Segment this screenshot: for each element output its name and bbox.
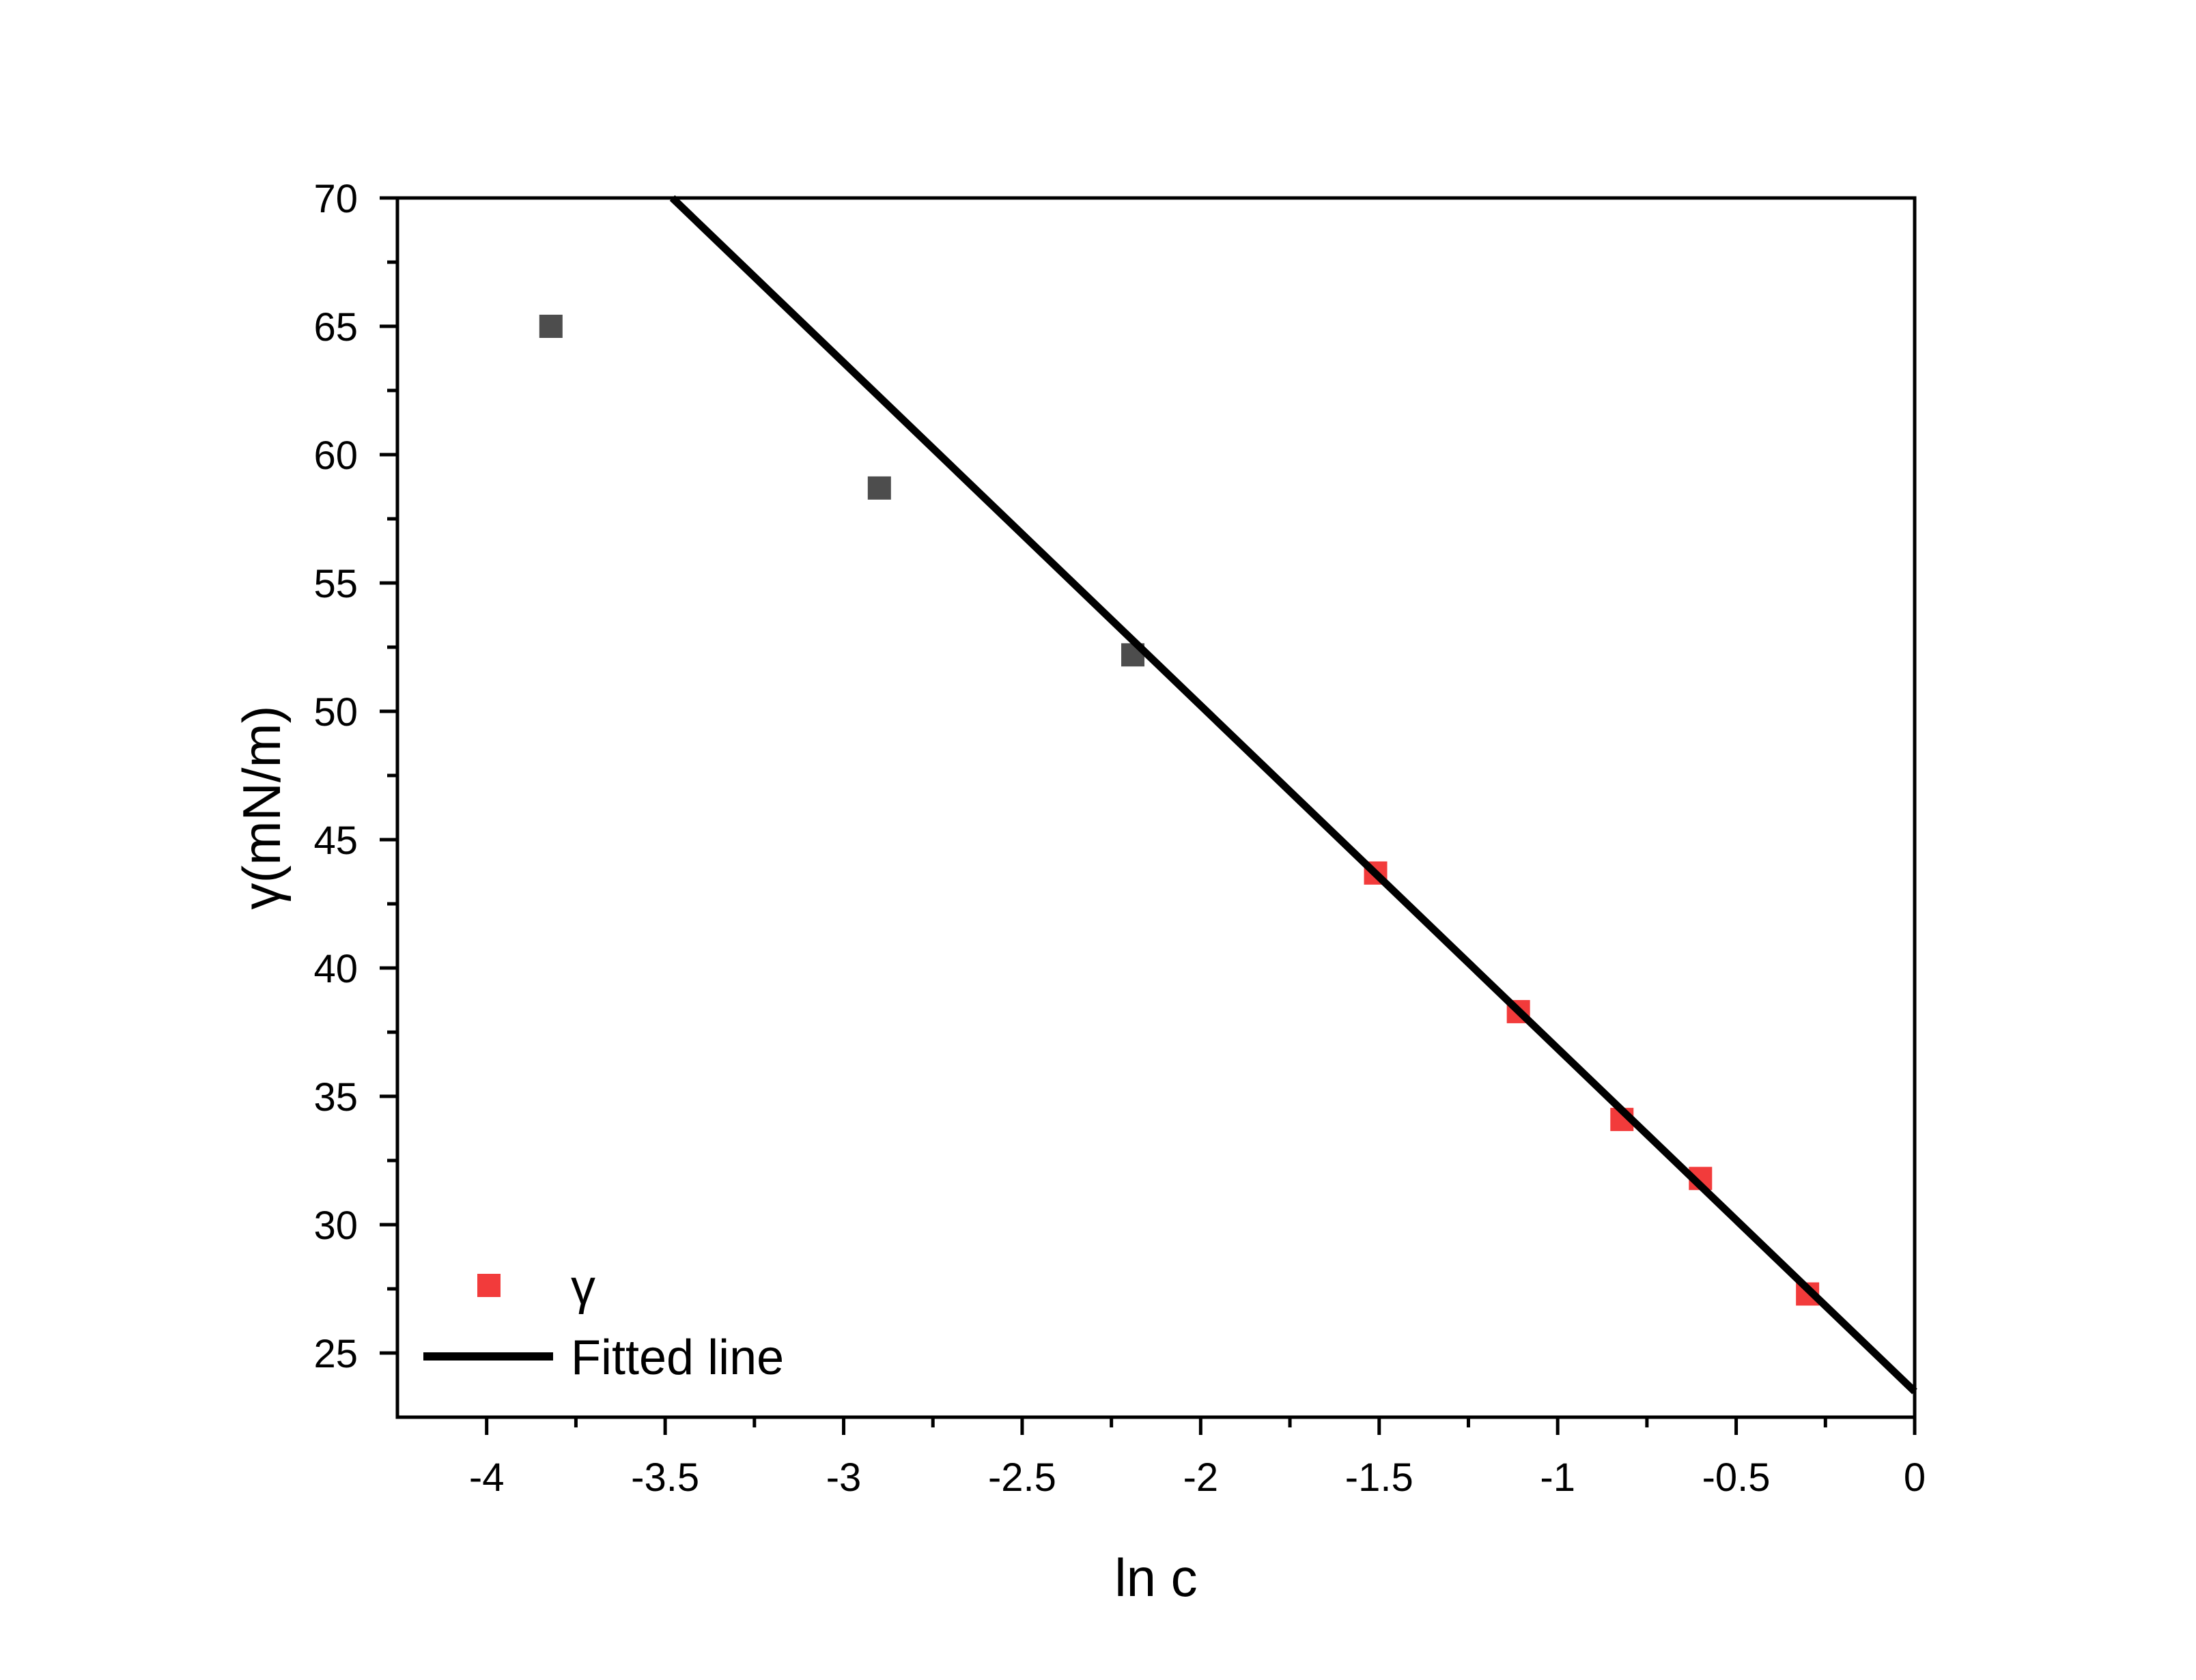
- plot-area-frame: [395, 196, 1917, 1419]
- x-tick-label: 0: [1904, 1455, 1926, 1500]
- data-layer: [539, 195, 1917, 1395]
- fitted-line: [669, 195, 1917, 1395]
- x-tick-label: -2: [1183, 1455, 1219, 1500]
- y-tick-label: 30: [313, 1204, 358, 1248]
- x-tick-label: -0.5: [1702, 1455, 1771, 1500]
- axis-ticks: -4 -3.5 -3 -2.5 -2 -1.5 -1 -0.5 0 25 30 35 40 45 50 55 6…: [313, 177, 1926, 1500]
- legend-label-gamma: γ: [571, 1260, 595, 1315]
- x-tick-label: -1.5: [1345, 1455, 1413, 1500]
- y-tick-label: 65: [313, 305, 358, 350]
- legend: γ Fitted line: [423, 1260, 784, 1385]
- x-tick-label: -4: [469, 1455, 505, 1500]
- x-axis-title: ln c: [1114, 1548, 1197, 1608]
- y-tick-label: 40: [313, 947, 358, 991]
- y-tick-label: 60: [313, 433, 358, 478]
- y-tick-label: 35: [313, 1075, 358, 1120]
- legend-marker-gamma: [477, 1274, 501, 1297]
- data-point-gray: [539, 315, 563, 338]
- y-axis-title: γ(mN/m): [231, 706, 292, 910]
- y-tick-label: 70: [313, 177, 358, 221]
- data-point-gray: [867, 476, 891, 500]
- x-tick-label: -3: [826, 1455, 862, 1500]
- y-tick-label: 55: [313, 562, 358, 606]
- y-tick-label: 25: [313, 1332, 358, 1376]
- y-tick-label: 50: [313, 690, 358, 735]
- x-tick-label: -2.5: [988, 1455, 1056, 1500]
- legend-label-fitted-line: Fitted line: [571, 1330, 784, 1385]
- y-tick-label: 45: [313, 818, 358, 863]
- x-tick-label: -1: [1540, 1455, 1575, 1500]
- x-tick-label: -3.5: [631, 1455, 699, 1500]
